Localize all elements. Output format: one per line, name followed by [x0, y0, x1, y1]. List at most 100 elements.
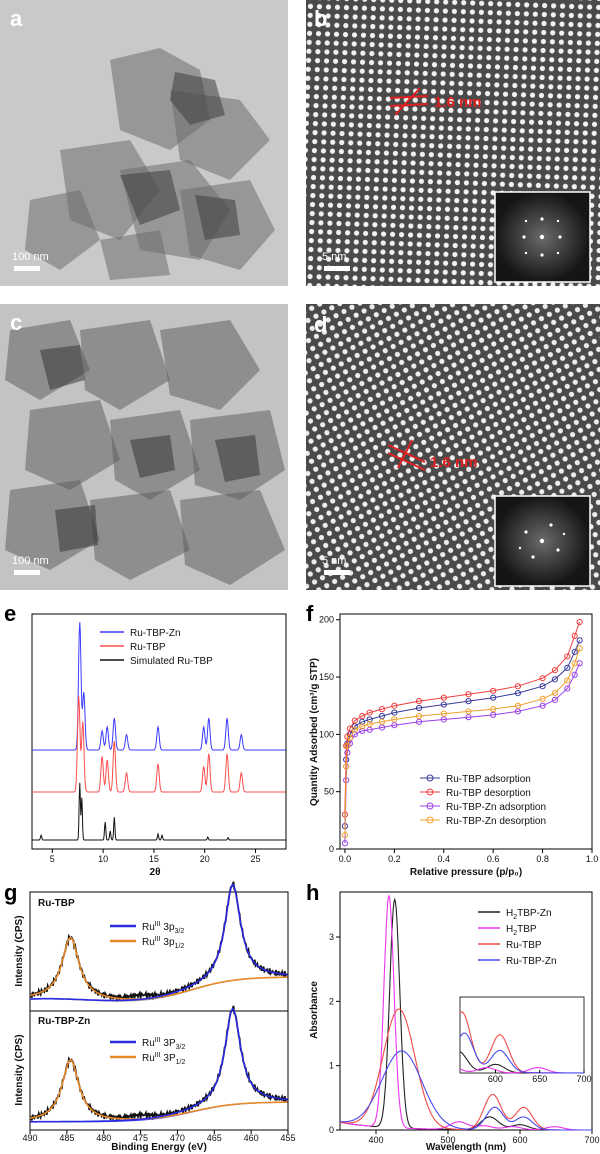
- x-axis-e: 5 10 15 20 25: [50, 849, 261, 864]
- axes-f: 0.0 0.2 0.4 0.6 0.8 1.0 0 50 100 150 200: [319, 615, 598, 864]
- x-tick-label-g-455: 455: [280, 1133, 295, 1143]
- legend-label-g-2-2: RuIII 3P1/2: [142, 1052, 185, 1066]
- y-tick-label-f-200: 200: [319, 615, 334, 625]
- scale-bar-c: [14, 570, 40, 575]
- x-tick-label-f-0.6: 0.6: [487, 854, 500, 864]
- legend-label-f-3: Ru-TBP-Zn adsorption: [446, 802, 546, 813]
- inset-series-4: [459, 1032, 584, 1074]
- isotherm-point-1-14: [539, 683, 546, 690]
- y-tick-label-f-100: 100: [319, 729, 334, 739]
- isotherm-point-2-18: [576, 618, 583, 626]
- x-tick-label-f-0.8: 0.8: [536, 854, 549, 864]
- x-tick-label-g-475: 475: [133, 1133, 148, 1143]
- x-tick-label-f-0.0: 0.0: [339, 854, 352, 864]
- inset-tick-label-650: 650: [532, 1074, 547, 1084]
- isotherm-point-1-7: [378, 712, 386, 720]
- isotherm-point-4-17: [571, 660, 578, 667]
- isotherm-point-1-15: [551, 676, 559, 683]
- x-tick-label-g-465: 465: [207, 1133, 222, 1143]
- isotherm-point-2-10: [440, 694, 447, 701]
- y-tick-label-h-1: 1: [329, 1061, 334, 1071]
- isotherm-point-2-16: [564, 653, 571, 660]
- y-axis-label-f: Quantity Adsorbed (cm³/g STP): [309, 658, 320, 806]
- panel-g: g 490 485 480 475 470 465 460 455 Ru-TBP Ru-TBP…: [4, 880, 296, 1153]
- legend-label-h-1: H2TBP-Zn: [506, 908, 552, 921]
- isotherm-point-2-13: [514, 683, 521, 690]
- xps-fit-3p32-2: [30, 1007, 288, 1123]
- legend-label-e-2: Ru-TBP: [130, 642, 166, 653]
- isotherm-point-2-11: [465, 691, 472, 698]
- panel-label-a: a: [10, 6, 23, 31]
- x-tick-label-h-500: 500: [440, 1135, 455, 1145]
- y-tick-label-f-50: 50: [324, 787, 334, 797]
- isotherm-point-1-12: [490, 694, 497, 701]
- x-tick-label-g-460: 460: [244, 1133, 259, 1143]
- isotherm-point-2-4: [351, 717, 358, 724]
- isotherm-point-2-14: [539, 675, 546, 682]
- inset-frame-h: [459, 996, 585, 1074]
- panel-e: e 5 10 15 20 25 Ru-TBP-Zn Ru-TBP Simulated Ru-…: [4, 601, 287, 878]
- panel-label-h: h: [306, 880, 319, 905]
- x-tick-label-h-400: 400: [368, 1135, 383, 1145]
- isotherm-point-1-5: [359, 718, 366, 725]
- x-tick-label-f-1.0: 1.0: [586, 854, 599, 864]
- xrd-series-3: [32, 782, 286, 841]
- legend-f: Ru-TBP adsorption Ru-TBP desorption Ru-TBP…: [420, 774, 546, 827]
- scale-label-a: 100 nm: [12, 251, 49, 263]
- isotherm-point-4-2: [344, 742, 351, 749]
- fft-spots-b: [522, 217, 562, 257]
- isotherm-point-2-17: [571, 632, 578, 639]
- x-tick-label-e-10: 10: [98, 854, 108, 864]
- isotherm-point-1-4: [351, 723, 358, 730]
- series-group-g: [29, 881, 288, 1123]
- plot-frame-g-bottom: [29, 1010, 289, 1131]
- xrd-series-1: [32, 622, 286, 751]
- isotherm-point-4-7: [378, 718, 386, 725]
- x-axis-label-e: 2θ: [150, 867, 161, 878]
- scale-label-c: 100 nm: [12, 555, 49, 567]
- isotherm-point-3-9: [415, 718, 423, 725]
- plot-frame-e: [31, 613, 287, 850]
- y-tick-label-h-2: 2: [329, 996, 334, 1006]
- plot-frame-h: [339, 891, 593, 1131]
- inset-tick-label-700: 700: [576, 1074, 591, 1084]
- isotherm-point-4-3: [346, 734, 353, 741]
- x-axis-label-g: Binding Energy (eV): [111, 1142, 207, 1153]
- isotherm-point-4-13: [514, 702, 521, 709]
- axes-h: 400 500 600 700 0 1 2 3: [329, 932, 600, 1145]
- isotherm-point-1-9: [415, 704, 423, 712]
- legend-label-f-4: Ru-TBP-Zn desorption: [446, 816, 546, 827]
- panel-f: f 0.0 0.2 0.4 0.6 0.8 1.0 0 50 100 150 200 Ru-TBP …: [306, 601, 598, 878]
- subplot-title-g-bottom: Ru-TBP-Zn: [38, 1016, 90, 1027]
- isotherm-point-1-6: [366, 716, 373, 723]
- legend-label-g-1-1: RuIII 3p3/2: [142, 921, 184, 935]
- x-axis-label-h: Wavelength (nm): [426, 1142, 506, 1153]
- isotherm-point-3-7: [378, 724, 386, 731]
- xps-fit-3p12-1: [29, 936, 288, 1000]
- uvvis-series-2: [339, 894, 592, 1131]
- x-tick-label-g-485: 485: [59, 1133, 74, 1143]
- legend-label-g-2-1: RuIII 3P3/2: [142, 1037, 185, 1051]
- series-group-f: [341, 618, 583, 847]
- isotherm-point-1-13: [514, 689, 521, 697]
- isotherm-point-4-12: [490, 706, 497, 713]
- inset-tick-label-600: 600: [488, 1074, 503, 1084]
- uvvis-series-4: [340, 1050, 592, 1131]
- subplot-title-g-top: Ru-TBP: [38, 898, 75, 909]
- y-axis-label-g-bottom: Intensity (CPS): [14, 1034, 25, 1105]
- y-axis-label-g-top: Intensity (CPS): [14, 915, 25, 986]
- legend-label-h-4: Ru-TBP-Zn: [506, 956, 557, 967]
- isotherm-line-2: [344, 621, 581, 815]
- scale-bar-a: [14, 266, 40, 271]
- lattice-label-b: 1.6 nm: [434, 94, 482, 111]
- isotherm-point-3-14: [539, 702, 546, 709]
- x-tick-label-e-20: 20: [200, 854, 210, 864]
- x-tick-label-g-480: 480: [96, 1133, 111, 1143]
- isotherm-point-2-7: [378, 706, 386, 713]
- isotherm-point-1-16: [564, 664, 571, 671]
- isotherm-point-3-0: [341, 840, 349, 847]
- isotherm-point-3-16: [564, 685, 571, 692]
- x-tick-label-e-15: 15: [149, 854, 159, 864]
- y-tick-label-f-150: 150: [319, 672, 334, 682]
- isotherm-point-1-17: [571, 648, 578, 655]
